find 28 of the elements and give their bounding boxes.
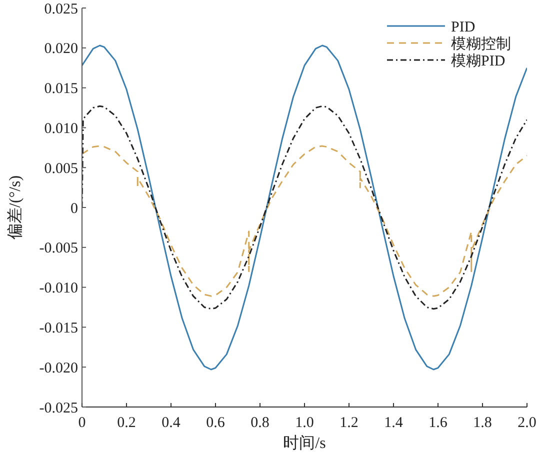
- x-tick-label: 2.0: [518, 415, 536, 431]
- legend-label: PID: [451, 19, 476, 36]
- y-tick-label: 0: [70, 200, 78, 217]
- y-tick-label: -0.005: [39, 240, 78, 257]
- y-tick-label: 0.020: [44, 41, 78, 58]
- y-tick-label: -0.020: [39, 360, 78, 376]
- y-tick-label: 0.010: [44, 120, 78, 137]
- line-series: [82, 145, 527, 297]
- x-tick-label: 1.0: [295, 415, 314, 431]
- x-tick-label: 1.4: [384, 415, 404, 431]
- y-tick-label: 0.015: [44, 81, 78, 98]
- y-tick-label: -0.015: [39, 320, 78, 336]
- legend-label: 模糊PID: [451, 52, 506, 70]
- y-tick-label: -0.010: [39, 280, 78, 297]
- x-axis-title: 时间/s: [283, 434, 326, 452]
- legend-label: 模糊控制: [451, 35, 511, 52]
- y-tick-label: -0.025: [39, 400, 78, 416]
- y-axis-title: 偏差/(°/s): [6, 175, 24, 240]
- y-tick-label: 0.005: [44, 160, 78, 177]
- x-tick-label: 0.6: [206, 415, 226, 431]
- line-series: [82, 105, 527, 310]
- x-tick-label: 0.2: [117, 415, 136, 431]
- x-tick-label: 1.2: [340, 415, 358, 431]
- x-tick-label: 0.4: [162, 415, 181, 431]
- y-tick-label: 0.025: [44, 1, 78, 18]
- x-tick-label: 0.8: [250, 415, 270, 431]
- x-tick-label: 1.6: [428, 415, 448, 431]
- x-tick-label: 1.8: [473, 415, 492, 431]
